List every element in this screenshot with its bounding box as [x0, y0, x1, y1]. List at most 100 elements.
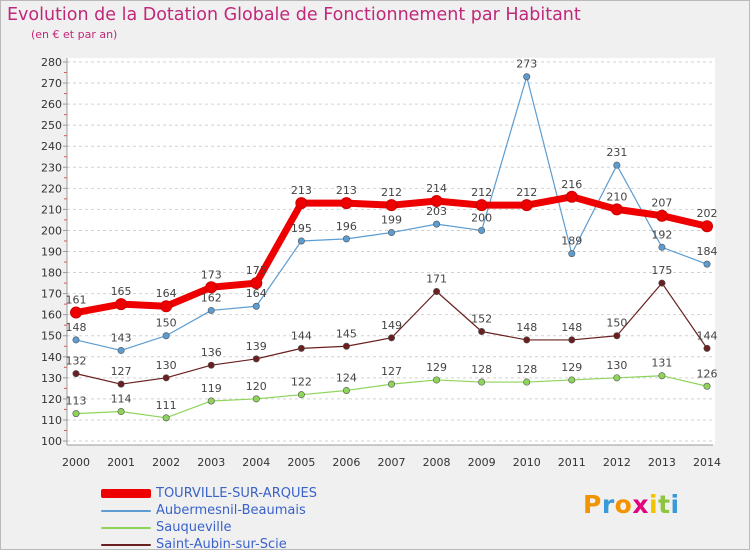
y-tick-label: 100: [41, 435, 62, 448]
data-label: 131: [651, 357, 672, 370]
data-label: 195: [291, 222, 312, 235]
data-label: 127: [111, 365, 132, 378]
legend-swatch: [101, 544, 151, 546]
data-label: 165: [111, 285, 132, 298]
data-point: [297, 391, 305, 399]
data-point: [658, 279, 666, 287]
data-label: 128: [471, 363, 492, 376]
data-label: 199: [381, 214, 402, 227]
data-point: [207, 397, 215, 405]
data-label: 173: [201, 268, 222, 281]
data-point: [297, 344, 305, 352]
y-tick-label: 130: [41, 372, 62, 385]
data-label: 144: [697, 329, 718, 342]
data-label: 212: [516, 186, 537, 199]
data-point: [387, 380, 395, 388]
data-label: 136: [201, 346, 222, 359]
data-point: [117, 346, 125, 354]
data-point: [610, 203, 623, 216]
data-label: 189: [561, 235, 582, 248]
data-label: 216: [561, 178, 582, 191]
data-label: 210: [606, 190, 627, 203]
data-point: [523, 336, 531, 344]
data-point: [72, 336, 80, 344]
data-label: 207: [651, 197, 672, 210]
data-label: 114: [111, 393, 132, 406]
y-tick-label: 140: [41, 351, 62, 364]
x-tick-label: 2007: [378, 456, 406, 469]
chart-title: Evolution de la Dotation Globale de Fonc…: [7, 5, 581, 25]
y-tick-label: 250: [41, 119, 62, 132]
data-point: [478, 328, 486, 336]
data-point: [433, 220, 441, 228]
logo-letter: t: [658, 490, 671, 519]
legend-label: Sauqueville: [156, 520, 232, 535]
data-label: 164: [156, 287, 177, 300]
data-label: 171: [426, 273, 447, 286]
data-point: [205, 281, 218, 294]
x-tick-label: 2011: [558, 456, 586, 469]
data-point: [115, 298, 128, 311]
legend-swatch: [101, 489, 151, 498]
logo-letter: i: [670, 490, 680, 519]
data-label: 149: [381, 319, 402, 332]
data-label: 129: [426, 361, 447, 374]
data-label: 150: [156, 317, 177, 330]
data-label: 192: [651, 228, 672, 241]
data-point: [523, 378, 531, 386]
x-tick-label: 2002: [152, 456, 180, 469]
y-tick-label: 170: [41, 288, 62, 301]
y-tick-label: 260: [41, 98, 62, 111]
legend-swatch: [101, 527, 151, 529]
data-point: [703, 260, 711, 268]
data-label: 129: [561, 361, 582, 374]
data-point: [162, 374, 170, 382]
data-label: 120: [246, 380, 267, 393]
data-point: [252, 355, 260, 363]
y-tick-label: 230: [41, 161, 62, 174]
data-point: [162, 332, 170, 340]
data-label: 124: [336, 371, 357, 384]
x-tick-label: 2013: [648, 456, 676, 469]
y-tick-label: 200: [41, 224, 62, 237]
data-label: 164: [246, 287, 267, 300]
y-tick-label: 240: [41, 140, 62, 153]
logo-letter: r: [601, 490, 615, 519]
y-tick-label: 280: [41, 56, 62, 69]
data-point: [433, 376, 441, 384]
data-point: [701, 220, 713, 233]
data-point: [568, 336, 576, 344]
data-label: 161: [66, 294, 87, 307]
data-point: [658, 372, 666, 380]
x-tick-label: 2009: [468, 456, 496, 469]
data-label: 111: [156, 399, 177, 412]
data-label: 128: [516, 363, 537, 376]
data-label: 203: [426, 205, 447, 218]
data-label: 119: [201, 382, 222, 395]
data-label: 145: [336, 327, 357, 340]
data-point: [250, 277, 263, 290]
y-tick-label: 150: [41, 330, 62, 343]
x-tick-label: 2004: [242, 456, 270, 469]
data-label: 132: [66, 355, 87, 368]
data-point: [568, 250, 576, 258]
legend-swatch: [101, 510, 151, 512]
data-point: [703, 382, 711, 390]
data-point: [520, 199, 533, 212]
data-label: 113: [66, 395, 87, 408]
data-point: [117, 380, 125, 388]
data-label: 148: [561, 321, 582, 334]
logo-letter: o: [614, 490, 633, 519]
data-point: [340, 197, 353, 210]
data-label: 202: [697, 207, 718, 220]
y-tick-label: 210: [41, 203, 62, 216]
data-point: [72, 370, 80, 378]
data-point: [117, 408, 125, 416]
chart-subtitle: (en € et par an): [31, 28, 118, 41]
data-point: [252, 302, 260, 310]
data-point: [703, 344, 711, 352]
data-point: [160, 300, 173, 313]
logo-letter: P: [583, 490, 602, 519]
data-label: 175: [246, 264, 267, 277]
